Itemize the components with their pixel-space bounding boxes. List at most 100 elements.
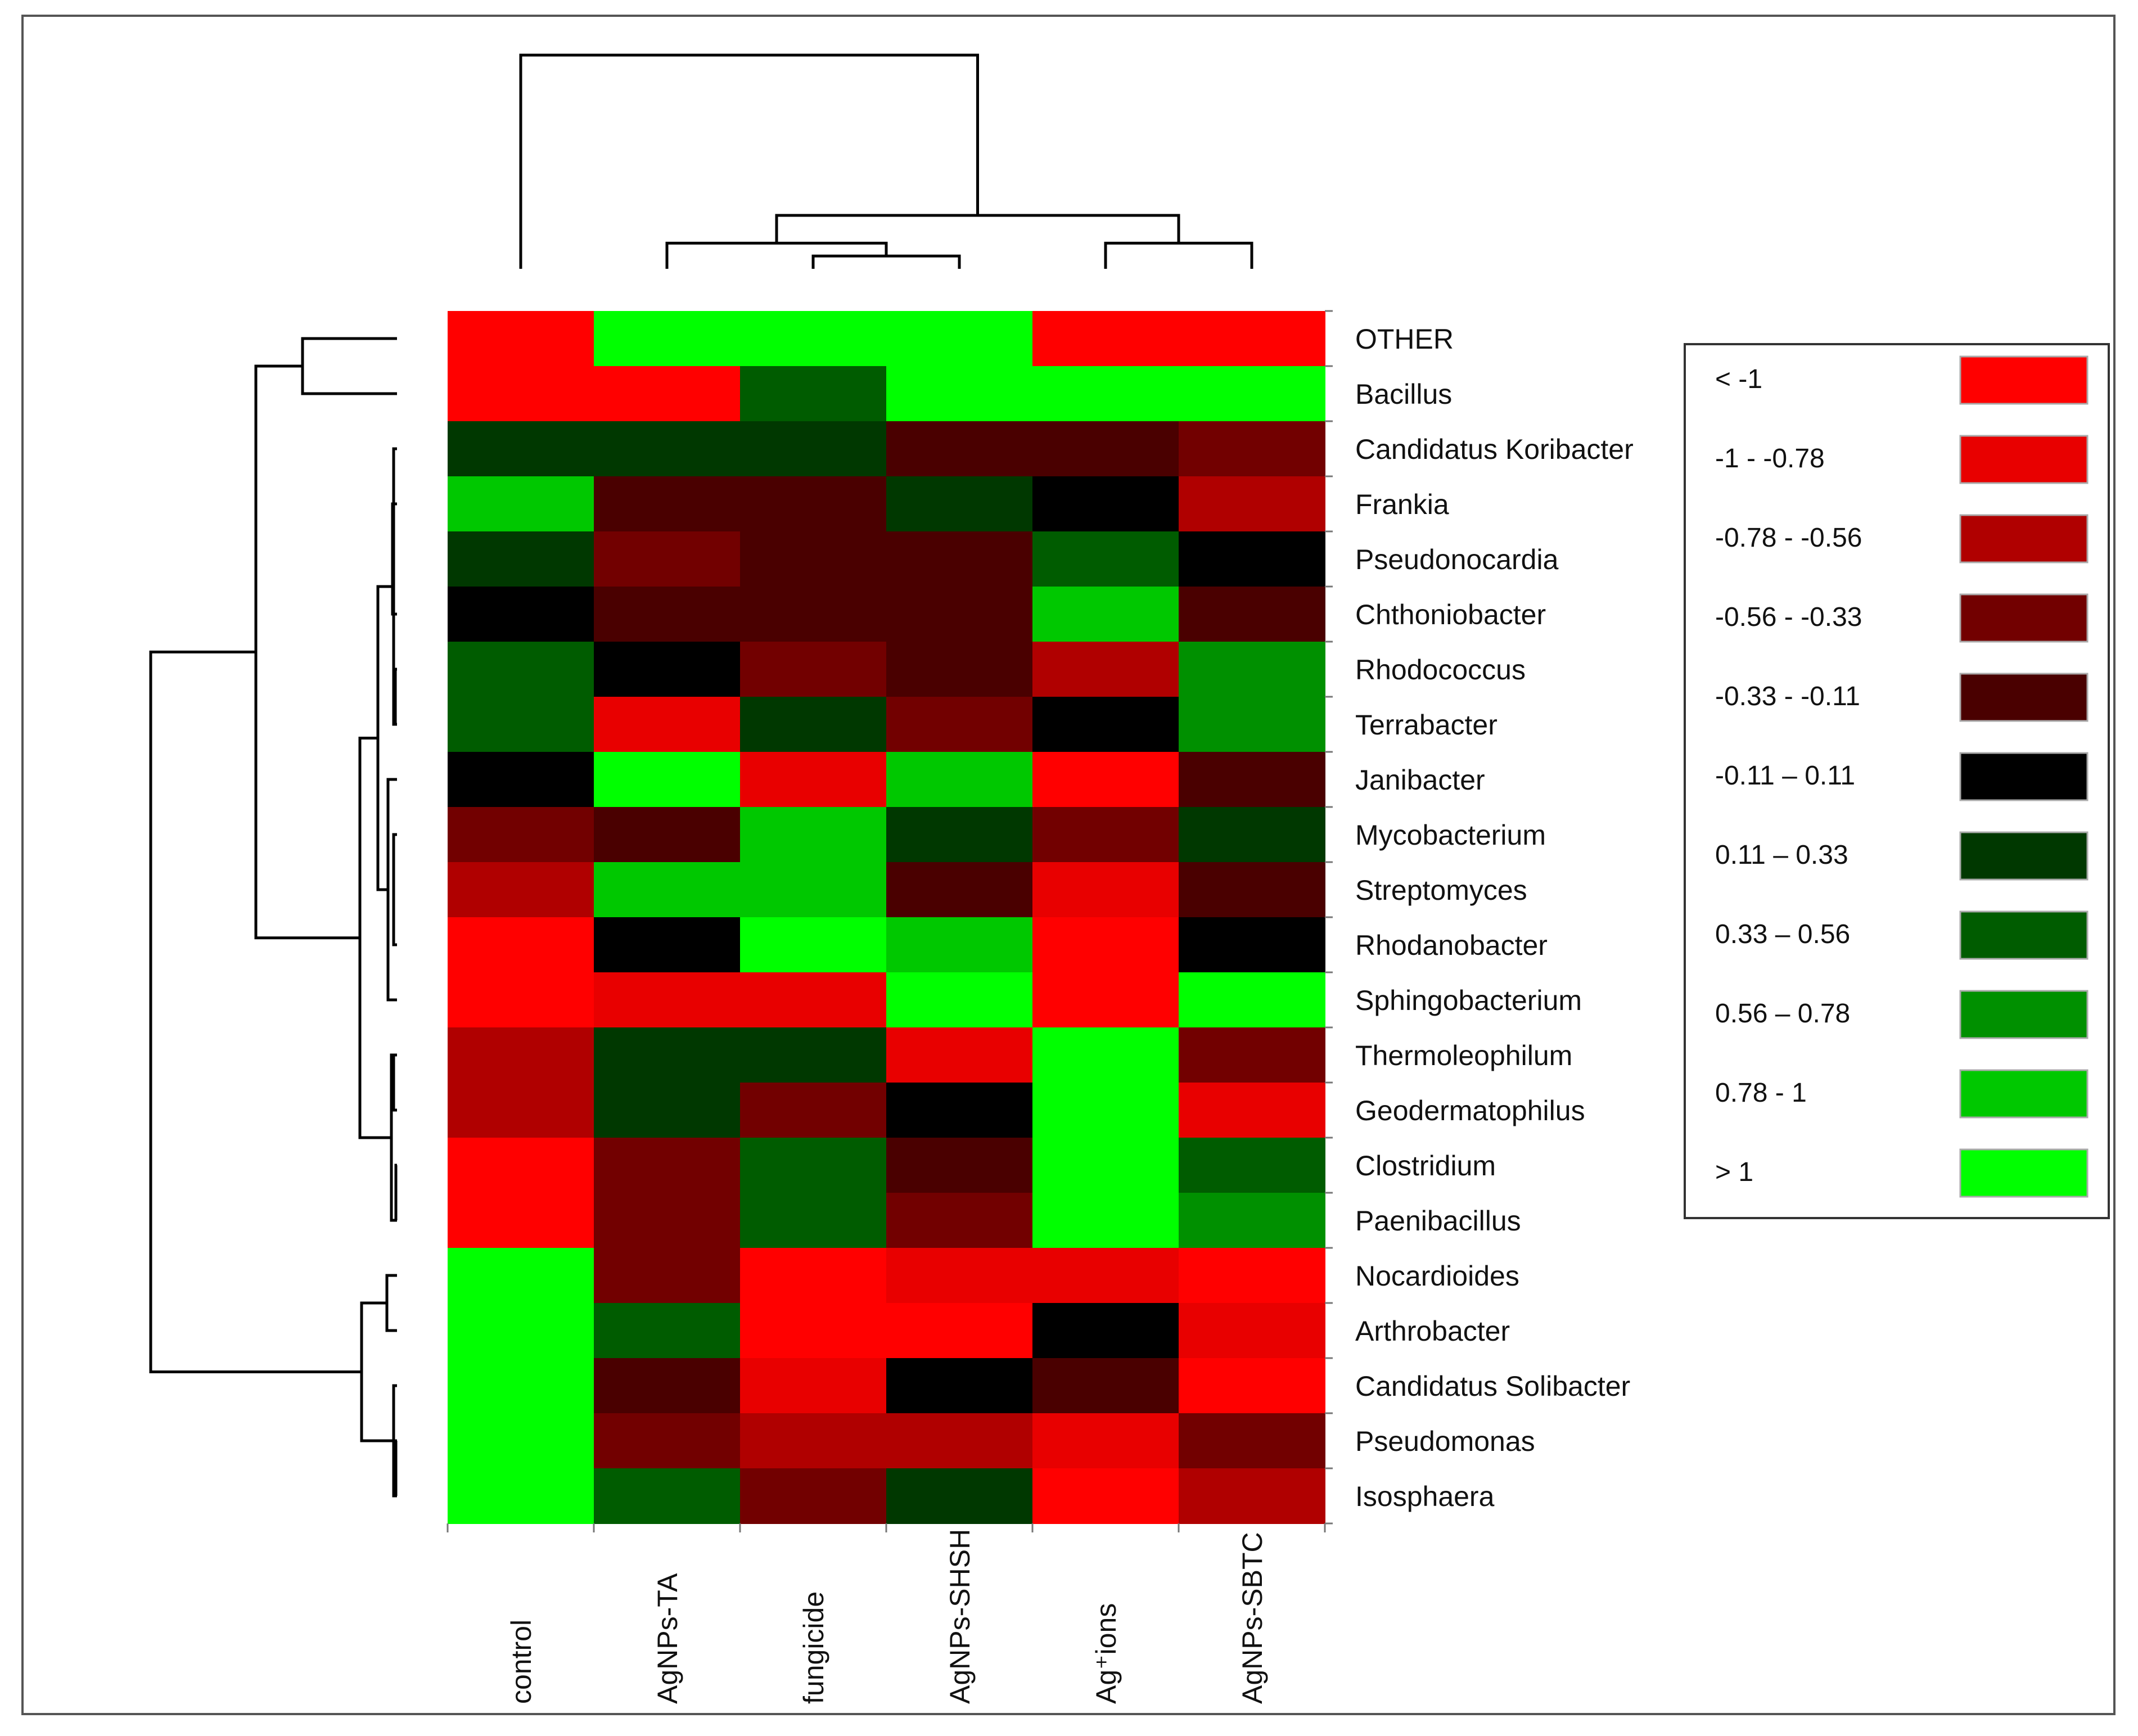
cell-mycobacterium-agnps-shsh xyxy=(886,807,1033,863)
cell-arthrobacter-agnps-shsh xyxy=(886,1303,1033,1359)
cell-bacillus-ag-ions xyxy=(1032,366,1179,422)
row-label-frankia: Frankia xyxy=(1355,489,1449,520)
cell-clostridium-control xyxy=(448,1138,594,1193)
cell-isosphaera-agnps-ta xyxy=(594,1468,741,1524)
legend-swatch-7 xyxy=(1959,910,2089,960)
row-label-arthrobacter: Arthrobacter xyxy=(1355,1315,1510,1347)
cell-paenibacillus-agnps-ta xyxy=(594,1193,741,1248)
legend-label-10: > 1 xyxy=(1715,1157,1753,1187)
cell-clostridium-ag-ions xyxy=(1032,1138,1179,1193)
legend-swatch-3 xyxy=(1959,593,2089,643)
cell-chthoniobacter-fungicide xyxy=(740,587,887,642)
cell-nocardioides-agnps-sbtc xyxy=(1179,1248,1325,1304)
cell-arthrobacter-agnps-ta xyxy=(594,1303,741,1359)
cell-pseudomonas-agnps-sbtc xyxy=(1179,1413,1325,1469)
legend-label-3: -0.56 - -0.33 xyxy=(1715,602,1862,632)
cell-frankia-control xyxy=(448,476,594,532)
cell-paenibacillus-agnps-sbtc xyxy=(1179,1193,1325,1248)
cell-isosphaera-agnps-shsh xyxy=(886,1468,1033,1524)
cell-sphingobacterium-agnps-ta xyxy=(594,972,741,1028)
cell-janibacter-agnps-sbtc xyxy=(1179,752,1325,808)
row-label-rhodanobacter: Rhodanobacter xyxy=(1355,930,1548,961)
legend-label-8: 0.56 – 0.78 xyxy=(1715,999,1850,1029)
cell-paenibacillus-fungicide xyxy=(740,1193,887,1248)
row-dendrogram-link xyxy=(149,650,362,1373)
row-label-streptomyces: Streptomyces xyxy=(1355,874,1527,906)
row-dendrogram-link xyxy=(392,1053,397,1112)
cell-nocardioides-agnps-shsh xyxy=(886,1248,1033,1304)
legend-label-9: 0.78 - 1 xyxy=(1715,1078,1807,1108)
color-legend: < -1 -1 - -0.78 -0.78 - -0.56 -0.56 - -0.33… xyxy=(1684,343,2110,1219)
legend-swatch-4 xyxy=(1959,673,2089,722)
cell-pseudomonas-control xyxy=(448,1413,594,1469)
cell-pseudomonas-agnps-shsh xyxy=(886,1413,1033,1469)
column-dendrogram xyxy=(519,53,1253,269)
row-label-candidatus-solibacter: Candidatus Solibacter xyxy=(1355,1370,1630,1402)
cell-candidatus-solibacter-agnps-ta xyxy=(594,1358,741,1414)
cell-terrabacter-agnps-ta xyxy=(594,697,741,752)
column-label-fungicide: fungicide xyxy=(798,1591,829,1704)
cell-thermoleophilum-ag-ions xyxy=(1032,1027,1179,1083)
cell-geodermatophilus-agnps-shsh xyxy=(886,1083,1033,1138)
legend-swatch-5 xyxy=(1959,752,2089,801)
cell-paenibacillus-agnps-shsh xyxy=(886,1193,1033,1248)
cell-frankia-agnps-shsh xyxy=(886,476,1033,532)
row-label-thermoleophilum: Thermoleophilum xyxy=(1355,1040,1572,1071)
cell-sphingobacterium-fungicide xyxy=(740,972,887,1028)
row-label-bacillus: Bacillus xyxy=(1355,378,1452,410)
cell-mycobacterium-fungicide xyxy=(740,807,887,863)
cell-isosphaera-control xyxy=(448,1468,594,1524)
cell-rhodanobacter-agnps-sbtc xyxy=(1179,917,1325,973)
cell-frankia-agnps-ta xyxy=(594,476,741,532)
row-dendrogram-link xyxy=(392,833,397,946)
row-label-paenibacillus: Paenibacillus xyxy=(1355,1205,1521,1237)
cell-frankia-fungicide xyxy=(740,476,887,532)
cell-mycobacterium-agnps-sbtc xyxy=(1179,807,1325,863)
cell-clostridium-fungicide xyxy=(740,1138,887,1193)
cell-geodermatophilus-control xyxy=(448,1083,594,1138)
cell-paenibacillus-ag-ions xyxy=(1032,1193,1179,1248)
cell-bacillus-agnps-ta xyxy=(594,366,741,422)
cell-streptomyces-agnps-shsh xyxy=(886,862,1033,918)
cell-mycobacterium-agnps-ta xyxy=(594,807,741,863)
column-labels: control AgNPs-TA fungicide AgNPs-SHSH Ag⁺ion… xyxy=(506,1529,1268,1704)
cell-chthoniobacter-agnps-shsh xyxy=(886,587,1033,642)
cell-arthrobacter-agnps-sbtc xyxy=(1179,1303,1325,1359)
cell-isosphaera-agnps-sbtc xyxy=(1179,1468,1325,1524)
cell-terrabacter-agnps-sbtc xyxy=(1179,697,1325,752)
legend-label-6: 0.11 – 0.33 xyxy=(1715,840,1848,870)
cell-rhodococcus-agnps-shsh xyxy=(886,642,1033,697)
column-label-ag-ions: Ag⁺ions xyxy=(1090,1603,1122,1704)
heatmap-cells xyxy=(448,311,1325,1524)
cell-thermoleophilum-agnps-sbtc xyxy=(1179,1027,1325,1083)
legend-label-5: -0.11 – 0.11 xyxy=(1715,761,1855,791)
cell-sphingobacterium-agnps-sbtc xyxy=(1179,972,1325,1028)
cell-thermoleophilum-control xyxy=(448,1027,594,1083)
cell-nocardioides-agnps-ta xyxy=(594,1248,741,1304)
row-labels: OTHER Bacillus Candidatus Koribacter Franki… xyxy=(1355,323,1634,1512)
legend-label-4: -0.33 - -0.11 xyxy=(1715,682,1860,711)
cell-terrabacter-agnps-shsh xyxy=(886,697,1033,752)
cell-streptomyces-control xyxy=(448,862,594,918)
legend-label-2: -0.78 - -0.56 xyxy=(1715,523,1862,553)
cell-clostridium-agnps-sbtc xyxy=(1179,1138,1325,1193)
cell-geodermatophilus-agnps-sbtc xyxy=(1179,1083,1325,1138)
cell-thermoleophilum-fungicide xyxy=(740,1027,887,1083)
cell-candidatus-koribacter-agnps-sbtc xyxy=(1179,421,1325,477)
legend-swatch-8 xyxy=(1959,990,2089,1039)
legend-label-0: < -1 xyxy=(1715,364,1762,394)
column-label-agnps-ta: AgNPs-TA xyxy=(652,1573,683,1704)
cell-sphingobacterium-agnps-shsh xyxy=(886,972,1033,1028)
legend-swatch-9 xyxy=(1959,1069,2089,1119)
cell-mycobacterium-ag-ions xyxy=(1032,807,1179,863)
legend-swatch-1 xyxy=(1959,435,2089,484)
cell-candidatus-koribacter-agnps-ta xyxy=(594,421,741,477)
cell-janibacter-agnps-shsh xyxy=(886,752,1033,808)
cell-rhodococcus-agnps-ta xyxy=(594,642,741,697)
cell-clostridium-agnps-ta xyxy=(594,1138,741,1193)
cell-geodermatophilus-fungicide xyxy=(740,1083,887,1138)
cell-chthoniobacter-ag-ions xyxy=(1032,587,1179,642)
cell-arthrobacter-ag-ions xyxy=(1032,1303,1179,1359)
cell-pseudomonas-fungicide xyxy=(740,1413,887,1469)
